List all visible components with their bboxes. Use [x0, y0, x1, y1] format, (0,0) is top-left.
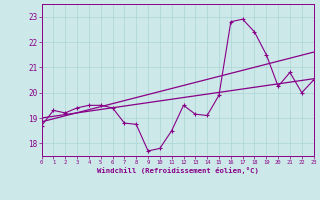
X-axis label: Windchill (Refroidissement éolien,°C): Windchill (Refroidissement éolien,°C) — [97, 167, 259, 174]
